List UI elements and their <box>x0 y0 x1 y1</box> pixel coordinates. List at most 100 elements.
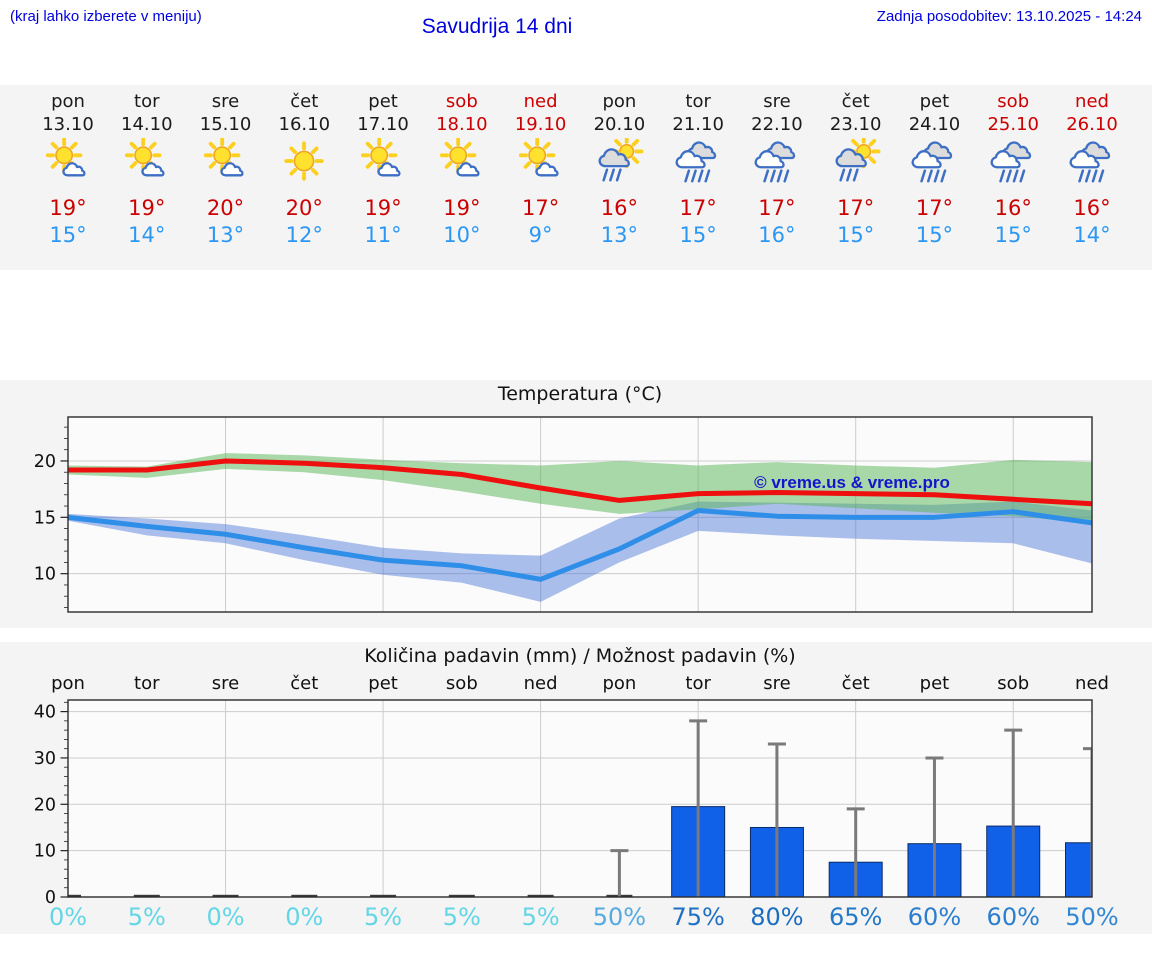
clouds-rain-glyph <box>754 141 796 183</box>
forecast-day: ned 26.10 16° 14° <box>1053 85 1132 249</box>
precip-probability: 60% <box>986 903 1040 931</box>
day-date: 15.10 <box>199 114 252 135</box>
forecast-day: pet 17.10 19° 11° <box>344 85 423 249</box>
forecast-day: sob 25.10 16° 15° <box>974 85 1053 249</box>
low-temp: 11° <box>364 223 402 247</box>
forecast-day: pon 13.10 19° 15° <box>29 85 108 249</box>
day-date: 13.10 <box>42 114 94 135</box>
precip-bar-zero <box>291 894 318 897</box>
low-temp: 12° <box>285 223 323 247</box>
low-temp: 14° <box>1073 223 1111 247</box>
precip-day-label: ned <box>523 673 558 694</box>
plot-border <box>67 699 1093 898</box>
day-date: 19.10 <box>514 114 567 135</box>
day-name: tor <box>134 91 160 112</box>
y-axis-ticks <box>60 701 68 898</box>
max-temp-band <box>68 453 1092 523</box>
precip-probability: 50% <box>1065 903 1119 931</box>
day-date: 24.10 <box>908 114 961 135</box>
day-date: 21.10 <box>672 114 724 135</box>
precip-day-label: pon <box>602 673 637 694</box>
y-axis-ticks <box>60 426 68 608</box>
low-temp: 9° <box>528 223 553 247</box>
precip-probability: 5% <box>364 903 403 931</box>
day-name: ned <box>1075 91 1109 112</box>
min-temp-line <box>68 508 1092 582</box>
precip-probability: 0% <box>206 903 245 931</box>
precip-day-label: sre <box>211 673 240 694</box>
clouds-rain-glyph <box>911 141 953 183</box>
svg-text:10: 10 <box>34 842 56 862</box>
sun-small-cloud-icon <box>29 137 108 194</box>
max-temp-line <box>68 458 1092 507</box>
clouds-rain-glyph <box>990 141 1032 183</box>
precip-bar-zero <box>370 894 397 897</box>
clouds-rain-glyph <box>675 141 717 183</box>
svg-text:40: 40 <box>34 703 56 723</box>
svg-text:20: 20 <box>34 795 56 815</box>
svg-text:0: 0 <box>45 888 56 908</box>
plot-border <box>67 416 1093 613</box>
forecast-day: pet 24.10 17° 15° <box>895 85 974 249</box>
low-temp: 14° <box>128 223 166 247</box>
sun-small-cloud-icon <box>422 137 501 194</box>
day-name: sob <box>445 91 478 112</box>
forecast-day: sre 15.10 20° 13° <box>186 85 265 249</box>
svg-text:15: 15 <box>34 508 56 528</box>
day-date: 23.10 <box>829 114 882 135</box>
low-temp: 15° <box>837 223 875 247</box>
forecast-strip: pon 13.10 19° 15° tor 14.10 19° 14° sre 15.10 20° 1… <box>0 85 1152 270</box>
low-temp: 15° <box>915 223 954 247</box>
precipitation-chart-canvas: 0 10 20 30 40 <box>34 699 1093 908</box>
day-name: pon <box>51 91 85 112</box>
precip-bar-zero <box>527 894 554 897</box>
precip-day-label: sob <box>445 673 478 694</box>
precip-day-label: sre <box>763 673 791 694</box>
high-temp: 17° <box>915 196 954 220</box>
menu-hint: (kraj lahko izberete v meniju) <box>10 8 202 25</box>
day-date: 14.10 <box>121 114 173 135</box>
precip-day-label: čet <box>290 673 319 694</box>
precip-day-label: tor <box>685 673 711 694</box>
min-temp-band <box>68 501 1092 602</box>
sun-cloud-rain-glyph <box>598 134 644 182</box>
precip-probability: 5% <box>127 903 166 931</box>
last-update: Zadnja posodobitev: 13.10.2025 - 14:24 <box>876 8 1142 25</box>
temperature-chart: 10 15 20 © vreme.us & vreme.pro Temperatura… <box>0 380 1152 628</box>
svg-text:20: 20 <box>34 452 56 472</box>
precip-probability: 0% <box>285 903 324 931</box>
precipitation-chart-title: Količina padavin (mm) / Možnost padavin … <box>364 645 796 667</box>
high-temp: 19° <box>364 196 402 220</box>
clouds-rain-icon <box>974 138 1053 194</box>
high-temp: 20° <box>285 196 323 220</box>
low-temp: 13° <box>206 223 245 247</box>
precip-probability: 5% <box>442 903 481 931</box>
high-temp: 16° <box>1073 196 1111 220</box>
day-name: tor <box>685 91 711 112</box>
day-date: 16.10 <box>278 114 331 135</box>
precip-bar-zero <box>68 894 81 897</box>
day-name: pet <box>368 91 398 112</box>
precip-day-label: tor <box>134 673 160 694</box>
high-temp: 20° <box>206 196 245 220</box>
sun-small-cloud-icon <box>107 137 186 194</box>
plot-area <box>68 417 1092 612</box>
sun-small-cloud-icon <box>344 137 423 194</box>
day-date: 25.10 <box>987 114 1039 135</box>
high-temp: 16° <box>600 196 638 220</box>
sun-small-cloud-icon <box>186 137 265 194</box>
sun-small-cloud-glyph <box>360 137 401 177</box>
high-temp: 16° <box>994 196 1032 220</box>
low-temp: 15° <box>49 223 87 247</box>
precip-probability: 75% <box>671 903 725 931</box>
sun-cloud-rain-icon <box>580 134 659 194</box>
sun-glyph <box>284 141 324 181</box>
day-name: sre <box>211 91 240 112</box>
high-temp: 19° <box>49 196 87 220</box>
clouds-rain-icon <box>895 138 974 194</box>
high-temp: 17° <box>758 196 796 220</box>
low-temp: 16° <box>758 223 796 247</box>
y-axis-labels: 10 15 20 <box>34 452 56 585</box>
watermark: © vreme.us & vreme.pro <box>754 473 950 492</box>
